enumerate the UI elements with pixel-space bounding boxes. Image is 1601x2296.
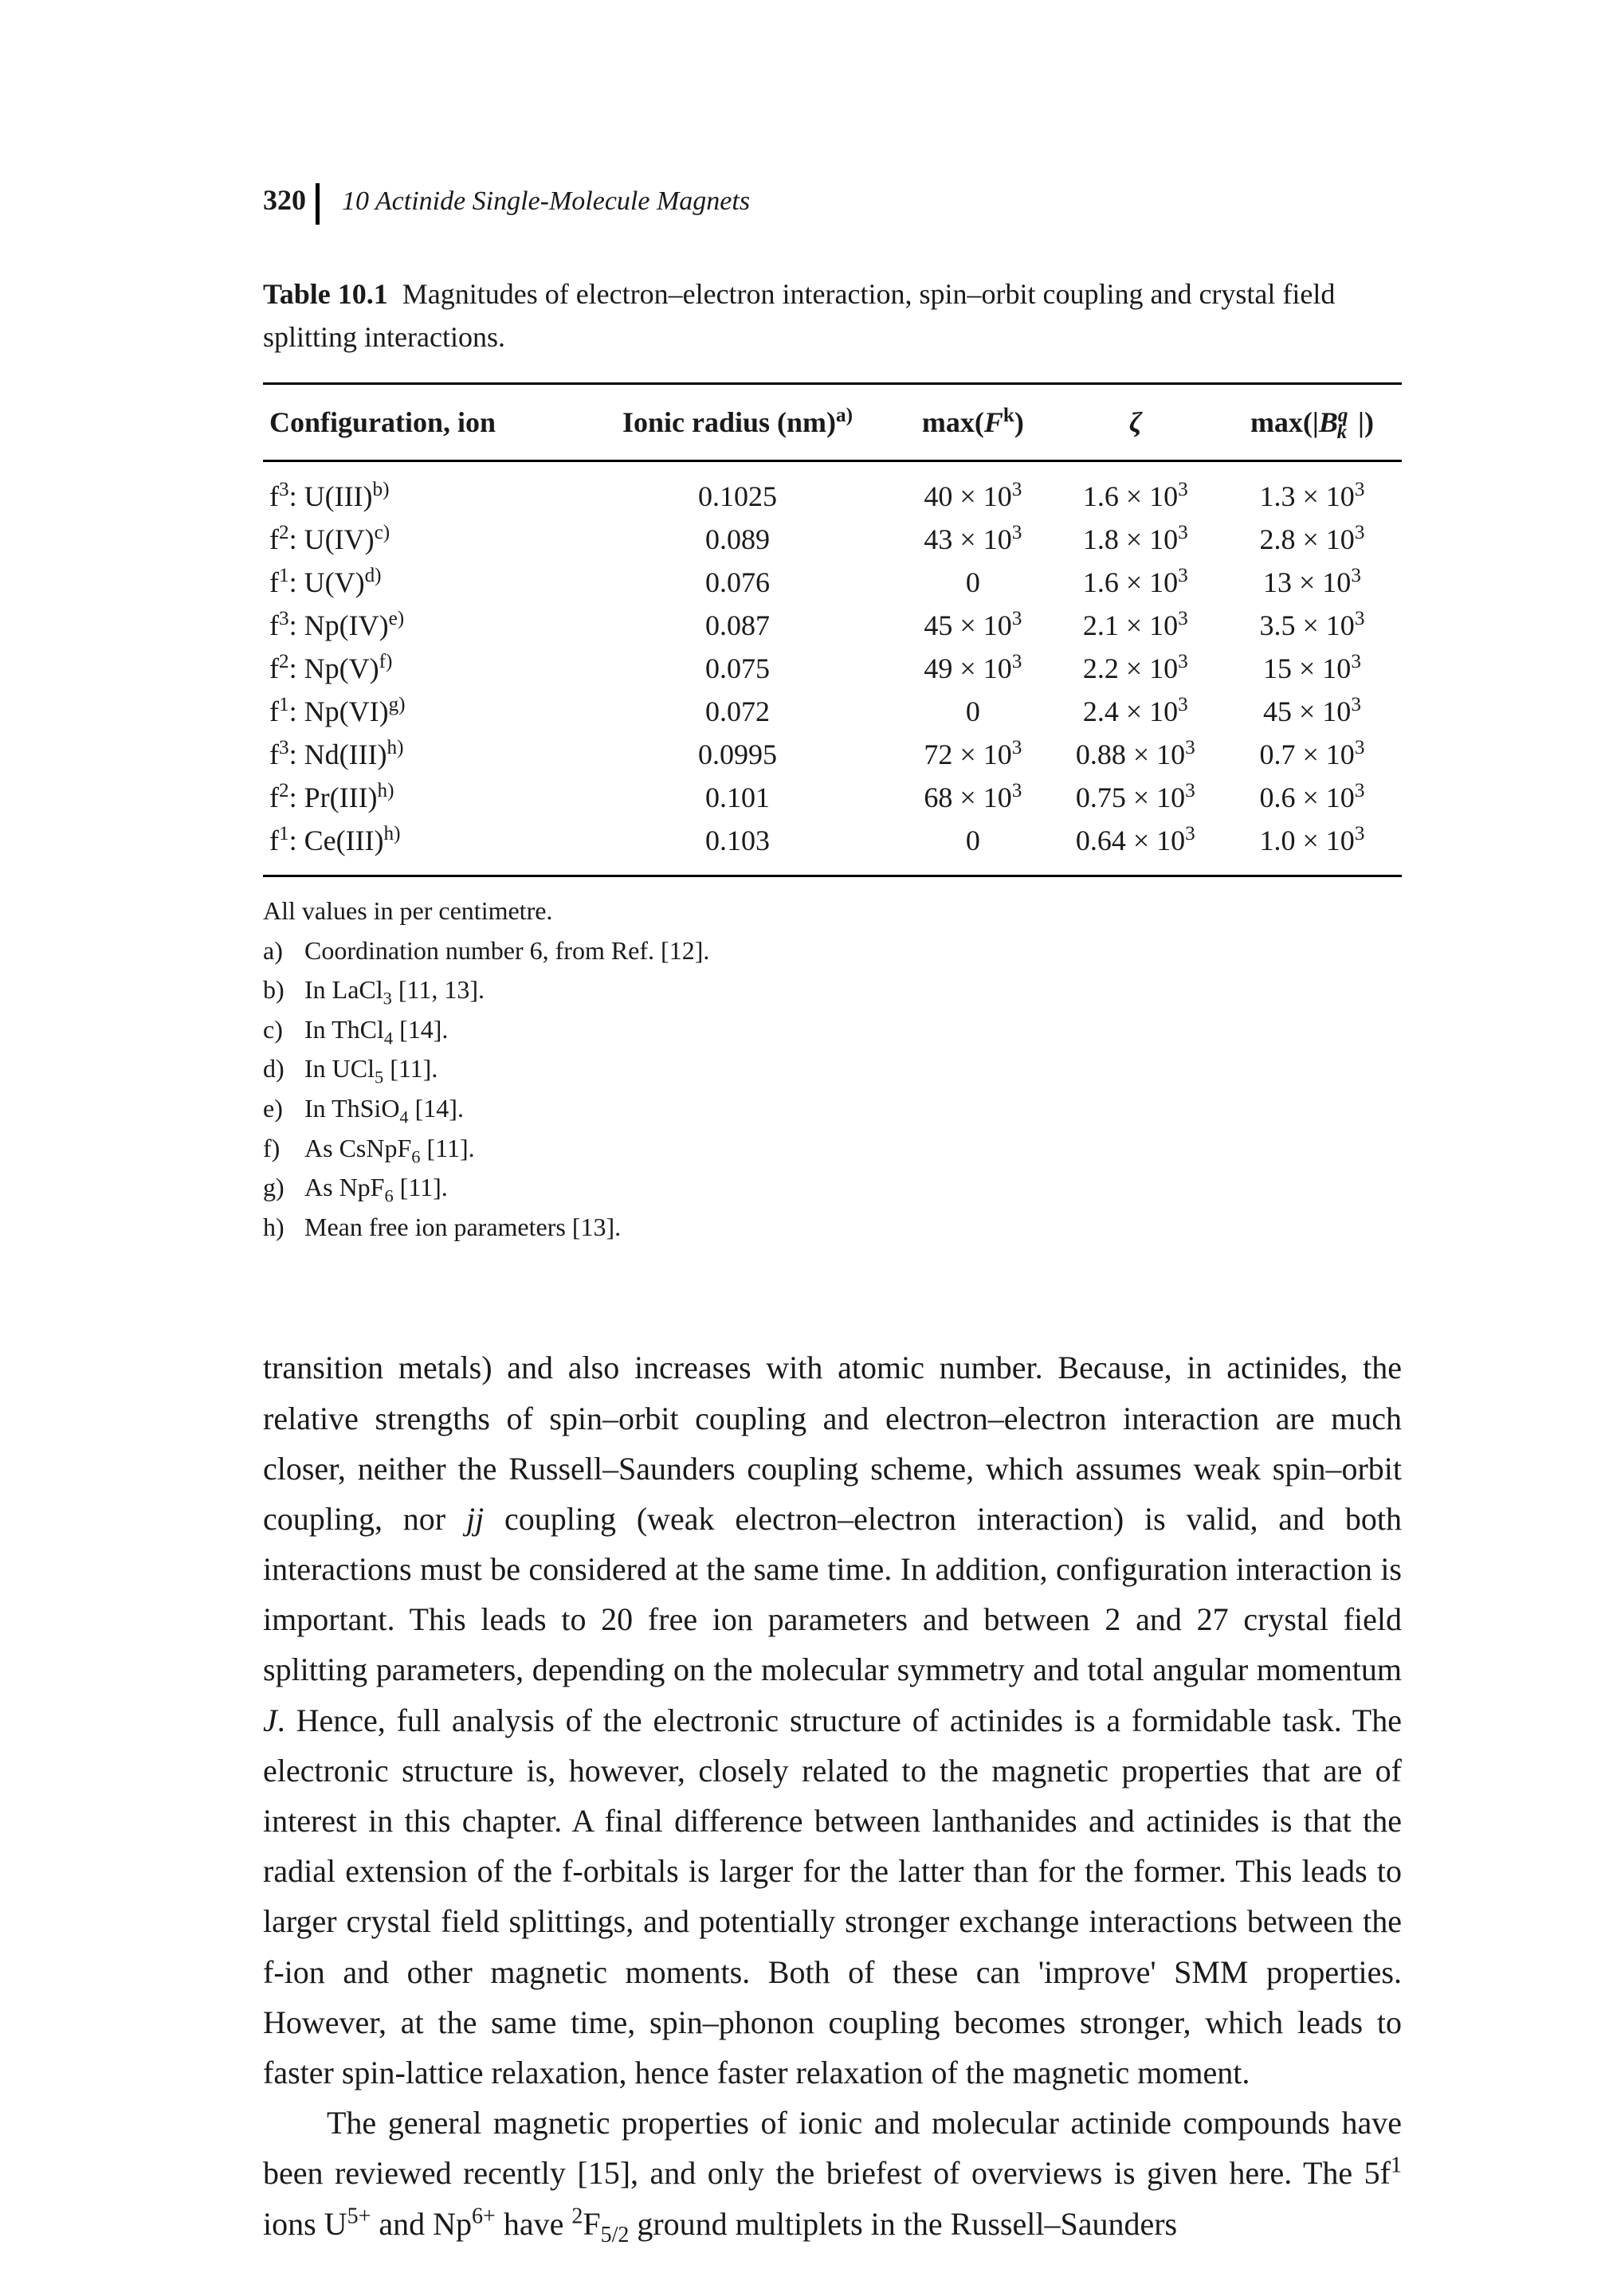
table-cell: 3.5 × 103 <box>1222 604 1402 647</box>
page-number: 320 <box>263 183 306 217</box>
table-cell: 2.8 × 103 <box>1222 518 1402 561</box>
table-cell: 1.6 × 103 <box>1049 461 1222 519</box>
table-cell: 0.101 <box>578 776 897 819</box>
table-row: f2: Np(V)f)0.07549 × 1032.2 × 10315 × 10… <box>263 647 1402 690</box>
footnote: All values in per centimetre. <box>263 891 1402 931</box>
footnote-label: a) <box>263 931 304 971</box>
body-text: transition metals) and also increases wi… <box>263 1342 1402 2248</box>
table-cell: 0.7 × 103 <box>1222 733 1402 776</box>
paragraph: The general magnetic properties of ionic… <box>263 2098 1402 2249</box>
table-row: f1: Np(VI)g)0.07202.4 × 10345 × 103 <box>263 690 1402 733</box>
table-cell: 1.6 × 103 <box>1049 561 1222 604</box>
footnote-text: Mean free ion parameters [13]. <box>304 1208 621 1248</box>
table-cell: 0.087 <box>578 604 897 647</box>
table-row: f2: Pr(III)h)0.10168 × 1030.75 × 1030.6 … <box>263 776 1402 819</box>
footnote-text: In LaCl3 [11, 13]. <box>304 970 485 1010</box>
table-col-header: max(Fk) <box>897 384 1048 461</box>
footnote-text: In ThCl4 [14]. <box>304 1010 448 1050</box>
table-cell: 0.64 × 103 <box>1049 819 1222 876</box>
table-cell: 0.103 <box>578 819 897 876</box>
table-cell: 15 × 103 <box>1222 647 1402 690</box>
table-cell: f3: U(III)b) <box>263 461 578 519</box>
table-cell: 1.0 × 103 <box>1222 819 1402 876</box>
table-cell: 0.075 <box>578 647 897 690</box>
footnote-label: h) <box>263 1208 304 1248</box>
footnote: g)As NpF6 [11]. <box>263 1168 1402 1208</box>
table-cell: 0.88 × 103 <box>1049 733 1222 776</box>
footnote: d)In UCl5 [11]. <box>263 1049 1402 1089</box>
table-col-header: Ionic radius (nm)a) <box>578 384 897 461</box>
table-caption: Table 10.1 Magnitudes of electron–electr… <box>263 272 1402 359</box>
table-cell: f2: Pr(III)h) <box>263 776 578 819</box>
table-cell: 0 <box>897 819 1048 876</box>
footnote: h)Mean free ion parameters [13]. <box>263 1208 1402 1248</box>
table-cell: 0.072 <box>578 690 897 733</box>
chapter-title: 10 Actinide Single-Molecule Magnets <box>342 186 750 217</box>
data-table: Configuration, ionIonic radius (nm)a)max… <box>263 382 1402 877</box>
footnote: b)In LaCl3 [11, 13]. <box>263 970 1402 1010</box>
table-cell: 49 × 103 <box>897 647 1048 690</box>
table-cell: 45 × 103 <box>1222 690 1402 733</box>
footnote-label: d) <box>263 1049 304 1089</box>
table-cell: f3: Np(IV)e) <box>263 604 578 647</box>
footnote: f)As CsNpF6 [11]. <box>263 1129 1402 1169</box>
table-cell: f1: Np(VI)g) <box>263 690 578 733</box>
footnote-label: c) <box>263 1010 304 1050</box>
table-row: f2: U(IV)c)0.08943 × 1031.8 × 1032.8 × 1… <box>263 518 1402 561</box>
footnote-label: e) <box>263 1089 304 1129</box>
head-rule <box>316 183 320 225</box>
footnote-text: As NpF6 [11]. <box>304 1168 448 1208</box>
table-cell: f1: U(V)d) <box>263 561 578 604</box>
table-cell: 43 × 103 <box>897 518 1048 561</box>
table-cell: 45 × 103 <box>897 604 1048 647</box>
table-cell: 0.076 <box>578 561 897 604</box>
footnote-text: In UCl5 [11]. <box>304 1049 438 1089</box>
footnote-label: b) <box>263 970 304 1010</box>
table-cell: f2: Np(V)f) <box>263 647 578 690</box>
table-col-header: max(|Bqk|) <box>1222 384 1402 461</box>
table-col-header: ζ <box>1049 384 1222 461</box>
table-label: Table 10.1 <box>263 278 388 310</box>
footnote-text: In ThSiO4 [14]. <box>304 1089 464 1129</box>
table-row: f1: Ce(III)h)0.10300.64 × 1031.0 × 103 <box>263 819 1402 876</box>
footnote-label: f) <box>263 1129 304 1169</box>
table-cell: 2.2 × 103 <box>1049 647 1222 690</box>
table-cell: f1: Ce(III)h) <box>263 819 578 876</box>
table-row: f1: U(V)d)0.07601.6 × 10313 × 103 <box>263 561 1402 604</box>
footnote-text: As CsNpF6 [11]. <box>304 1129 475 1169</box>
table-cell: 0.0995 <box>578 733 897 776</box>
table-cell: 0 <box>897 690 1048 733</box>
table-cell: 1.8 × 103 <box>1049 518 1222 561</box>
footnote: c)In ThCl4 [14]. <box>263 1010 1402 1050</box>
table-row: f3: U(III)b)0.102540 × 1031.6 × 1031.3 ×… <box>263 461 1402 519</box>
table-cell: 0.75 × 103 <box>1049 776 1222 819</box>
table-cell: 0.1025 <box>578 461 897 519</box>
table-cell: 13 × 103 <box>1222 561 1402 604</box>
table-row: f3: Nd(III)h)0.099572 × 1030.88 × 1030.7… <box>263 733 1402 776</box>
table-cell: 2.1 × 103 <box>1049 604 1222 647</box>
footnote: a)Coordination number 6, from Ref. [12]. <box>263 931 1402 971</box>
table-cell: 2.4 × 103 <box>1049 690 1222 733</box>
footnote-text: Coordination number 6, from Ref. [12]. <box>304 931 709 971</box>
paragraph: transition metals) and also increases wi… <box>263 1342 1402 2098</box>
table-cell: f3: Nd(III)h) <box>263 733 578 776</box>
footnote: e)In ThSiO4 [14]. <box>263 1089 1402 1129</box>
table-footnotes: All values in per centimetre.a)Coordinat… <box>263 891 1402 1247</box>
table-body: f3: U(III)b)0.102540 × 1031.6 × 1031.3 ×… <box>263 461 1402 876</box>
table-caption-text: Magnitudes of electron–electron interact… <box>263 278 1335 353</box>
table-cell: 0.089 <box>578 518 897 561</box>
running-head: 320 10 Actinide Single-Molecule Magnets <box>263 183 1402 225</box>
table-cell: 40 × 103 <box>897 461 1048 519</box>
table-header-row: Configuration, ionIonic radius (nm)a)max… <box>263 384 1402 461</box>
table-col-header: Configuration, ion <box>263 384 578 461</box>
table-cell: 0 <box>897 561 1048 604</box>
table-row: f3: Np(IV)e)0.08745 × 1032.1 × 1033.5 × … <box>263 604 1402 647</box>
footnote-text: All values in per centimetre. <box>263 891 552 931</box>
table-cell: 72 × 103 <box>897 733 1048 776</box>
footnote-label: g) <box>263 1168 304 1208</box>
table-cell: 1.3 × 103 <box>1222 461 1402 519</box>
table-cell: f2: U(IV)c) <box>263 518 578 561</box>
table-cell: 68 × 103 <box>897 776 1048 819</box>
table-cell: 0.6 × 103 <box>1222 776 1402 819</box>
